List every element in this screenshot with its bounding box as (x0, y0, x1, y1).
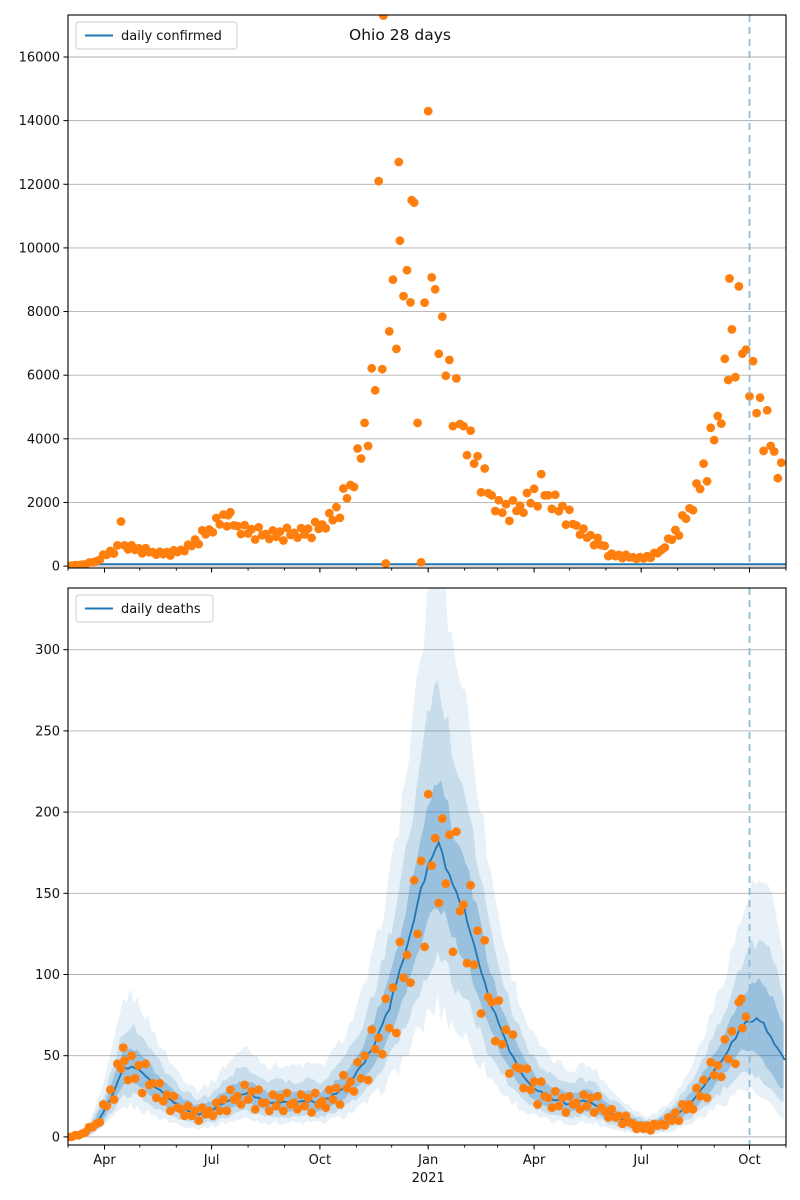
axes-spines (67, 14, 787, 569)
y-tick-label: 50 (43, 1049, 60, 1064)
observed-scatter (68, 789, 751, 1142)
y-tick-label: 14000 (19, 114, 60, 129)
observed-scatter (68, 15, 786, 568)
y-tick-label: 300 (35, 643, 60, 658)
x-tick-label: Apr (93, 1153, 116, 1168)
gridlines (68, 56, 786, 567)
x-tick-label: Oct (309, 1153, 331, 1168)
x-tick-label: Jan (417, 1153, 438, 1168)
deaths-plot: Apr Jul Oct Jan Apr Jul Oct 2021 0 50 100 150 200 250… (35, 587, 787, 1186)
y-tick-label: 2000 (27, 496, 60, 511)
y-tick-label: 250 (35, 724, 60, 739)
axes-spines (67, 587, 787, 1146)
y-tick-label: 16000 (19, 51, 60, 66)
plot-title: Ohio 28 days (349, 26, 451, 44)
y-tick-label: 8000 (27, 305, 60, 320)
y-tick-label: 10000 (19, 241, 60, 256)
y-tick-label: 0 (52, 1130, 60, 1145)
y-axis: 0 2000 4000 6000 8000 10000 12000 14000 16000 (19, 51, 68, 575)
plot-area (68, 588, 786, 1145)
y-tick-label: 150 (35, 887, 60, 902)
y-tick-label: 200 (35, 806, 60, 821)
y-tick-label: 6000 (27, 369, 60, 384)
x-tick-label: Jul (203, 1153, 220, 1168)
y-tick-label: 100 (35, 968, 60, 983)
legend-daily-confirmed: daily confirmed (75, 21, 238, 50)
x-axis-year-label: 2021 (412, 1171, 445, 1186)
confirmed-plot: 0 2000 4000 6000 8000 10000 12000 14000 16000 dai… (19, 14, 787, 575)
y-tick-label: 4000 (27, 432, 60, 447)
legend-label: daily confirmed (121, 29, 222, 44)
gridlines (68, 649, 786, 1138)
legend-label: daily deaths (121, 602, 201, 617)
x-tick-label: Oct (738, 1153, 760, 1168)
y-tick-label: 12000 (19, 178, 60, 193)
x-tick-label: Jul (632, 1153, 649, 1168)
x-tick-label: Apr (523, 1153, 546, 1168)
x-axis: Apr Jul Oct Jan Apr Jul Oct 2021 (67, 1145, 787, 1186)
y-axis: 0 50 100 150 200 250 300 (35, 643, 68, 1145)
x-axis (67, 568, 787, 573)
legend-daily-deaths: daily deaths (75, 594, 214, 623)
plot-area (68, 15, 786, 568)
y-tick-label: 0 (52, 560, 60, 575)
